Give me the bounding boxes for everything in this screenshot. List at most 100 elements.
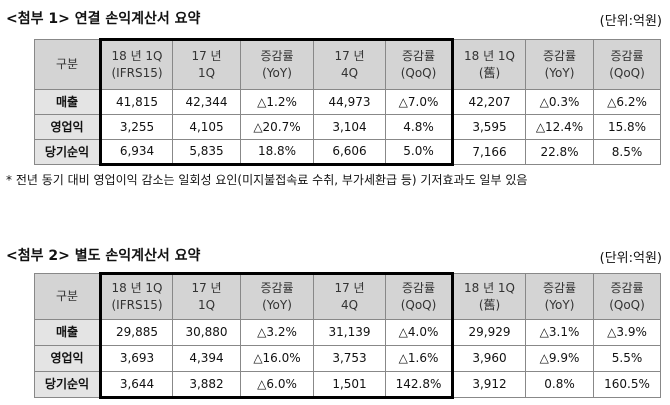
header-row: 구분 18 년 1Q (IFRS15) 17 년 1Q 증감률 (YoY) 17 년 4Q 증감률… [34, 38, 661, 90]
header-text: (舊) [478, 65, 501, 80]
header-cell: 17 년 4Q [313, 272, 386, 320]
header-text: (QoQ) [609, 297, 645, 312]
data-cell: 41,815 [99, 89, 173, 115]
data-cell: 160.5% [593, 371, 661, 398]
data-row: 당기순익 3,644 3,882 △6.0% 1,501 142.8% 3,912 0.8% 1… [34, 371, 661, 399]
data-cell: 4,394 [172, 345, 241, 372]
data-row: 매출 41,815 42,344 △1.2% 44,973 △7.0% 42,207 △0.3… [34, 89, 661, 115]
data-cell: 4,105 [172, 114, 241, 140]
footnote: * 전년 동기 대비 영업이익 감소는 일회성 요인(미지불접속료 수취, 부가… [6, 173, 528, 187]
header-text: 증감률 [401, 281, 436, 295]
row-label: 영업익 [34, 345, 101, 372]
data-cell: 3,693 [99, 345, 173, 372]
summary-table: 구분 18 년 1Q (IFRS15) 17 년 1Q 증감률 (YoY) 17 년 4Q 증감률… [34, 272, 661, 399]
header-cell: 17 년 1Q [172, 272, 241, 320]
header-text: 17 년 [191, 281, 222, 295]
data-cell: △6.0% [240, 371, 314, 399]
data-cell: 5.5% [593, 345, 661, 372]
data-cell: 42,344 [172, 89, 241, 115]
header-cell: 증감률 (YoY) [525, 39, 594, 90]
header-row: 구분 18 년 1Q (IFRS15) 17 년 1Q 증감률 (YoY) 17 년 4Q 증감률… [34, 272, 661, 320]
data-cell: 15.8% [593, 114, 661, 140]
data-cell: △3.9% [593, 319, 661, 346]
header-text: 17 년 [334, 281, 365, 295]
header-cell: 18 년 1Q (IFRS15) [99, 38, 173, 90]
header-text: (QoQ) [400, 66, 437, 80]
header-cell: 17 년 1Q [172, 38, 241, 90]
data-cell: 5,835 [172, 139, 241, 166]
header-text: (YoY) [262, 66, 292, 80]
data-cell: 3,644 [99, 371, 173, 399]
header-cell: 17 년 4Q [313, 38, 386, 90]
data-cell: 1,501 [313, 371, 386, 399]
data-cell: 4.8% [385, 114, 454, 140]
data-cell: △3.1% [525, 319, 594, 346]
data-cell: 3,255 [99, 114, 173, 140]
data-row: 매출 29,885 30,880 △3.2% 31,139 △4.0% 29,929 △3.1… [34, 319, 661, 346]
data-cell: 3,882 [172, 371, 241, 399]
unit-label: (단위:억원) [599, 14, 662, 29]
data-cell: 31,139 [313, 319, 386, 346]
summary-table: 구분 18 년 1Q (IFRS15) 17 년 1Q 증감률 (YoY) 17 년 4Q 증감률… [34, 38, 661, 166]
header-text: 증감률 [542, 48, 577, 63]
header-text: 1Q [197, 298, 216, 312]
header-text: 1Q [197, 66, 216, 80]
data-cell: △6.2% [593, 89, 661, 115]
header-text: 18 년 1Q [463, 280, 516, 295]
data-cell: 29,885 [99, 319, 173, 346]
data-cell: 3,595 [452, 114, 526, 140]
header-cell: 증감률 (YoY) [240, 272, 314, 320]
data-cell: 142.8% [385, 371, 454, 399]
data-cell: △3.2% [240, 319, 314, 346]
header-text: 구분 [55, 289, 79, 303]
header-text: 18 년 1Q [111, 49, 163, 63]
header-text: 증감률 [542, 280, 577, 295]
data-cell: 5.0% [385, 139, 454, 166]
header-text: (IFRS15) [111, 66, 163, 80]
table-title: <첨부 2> 별도 손익계산서 요약 [6, 248, 201, 264]
header-text: 구분 [55, 57, 79, 71]
header-text: 17 년 [334, 49, 365, 63]
header-cell: 증감률 (QoQ) [593, 273, 661, 320]
data-cell: △12.4% [525, 114, 594, 140]
header-text: 증감률 [610, 280, 644, 295]
header-cell: 구분 [34, 39, 101, 90]
header-cell: 18 년 1Q (舊) [452, 39, 526, 90]
row-label: 매출 [34, 89, 101, 115]
header-text: 17 년 [191, 49, 222, 63]
data-cell: △1.2% [240, 89, 314, 115]
data-cell: 3,912 [452, 371, 526, 398]
header-text: (IFRS15) [111, 298, 163, 312]
table-title: <첨부 1> 연결 손익계산서 요약 [6, 11, 201, 27]
data-cell: 44,973 [313, 89, 386, 115]
header-text: (YoY) [544, 65, 575, 80]
header-text: (舊) [478, 297, 501, 312]
header-text: 4Q [340, 298, 359, 312]
data-cell: 7,166 [452, 139, 526, 165]
row-label: 당기순익 [34, 139, 101, 165]
header-text: 증감률 [260, 281, 294, 295]
data-cell: △0.3% [525, 89, 594, 115]
data-cell: 18.8% [240, 139, 314, 166]
unit-label: (단위:억원) [599, 251, 662, 266]
data-cell: 6,934 [99, 139, 173, 166]
data-cell: 8.5% [593, 139, 661, 165]
data-row: 당기순익 6,934 5,835 18.8% 6,606 5.0% 7,166 22.8% 8.… [34, 139, 661, 166]
data-cell: 22.8% [525, 139, 594, 165]
header-cell: 증감률 (QoQ) [593, 39, 661, 90]
data-cell: △16.0% [240, 345, 314, 372]
header-cell: 증감률 (QoQ) [385, 272, 454, 320]
header-cell: 증감률 (YoY) [525, 273, 594, 320]
header-text: (YoY) [544, 297, 575, 312]
data-cell: 3,753 [313, 345, 386, 372]
header-text: 18 년 1Q [463, 48, 516, 63]
header-text: 증감률 [610, 48, 644, 63]
data-cell: 6,606 [313, 139, 386, 166]
data-cell: 3,960 [452, 345, 526, 372]
row-label: 매출 [34, 319, 101, 346]
header-cell: 증감률 (QoQ) [385, 38, 454, 90]
data-cell: △9.9% [525, 345, 594, 372]
data-row: 영업익 3,255 4,105 △20.7% 3,104 4.8% 3,595 △12.4% 1… [34, 114, 661, 140]
header-cell: 18 년 1Q (IFRS15) [99, 272, 173, 320]
